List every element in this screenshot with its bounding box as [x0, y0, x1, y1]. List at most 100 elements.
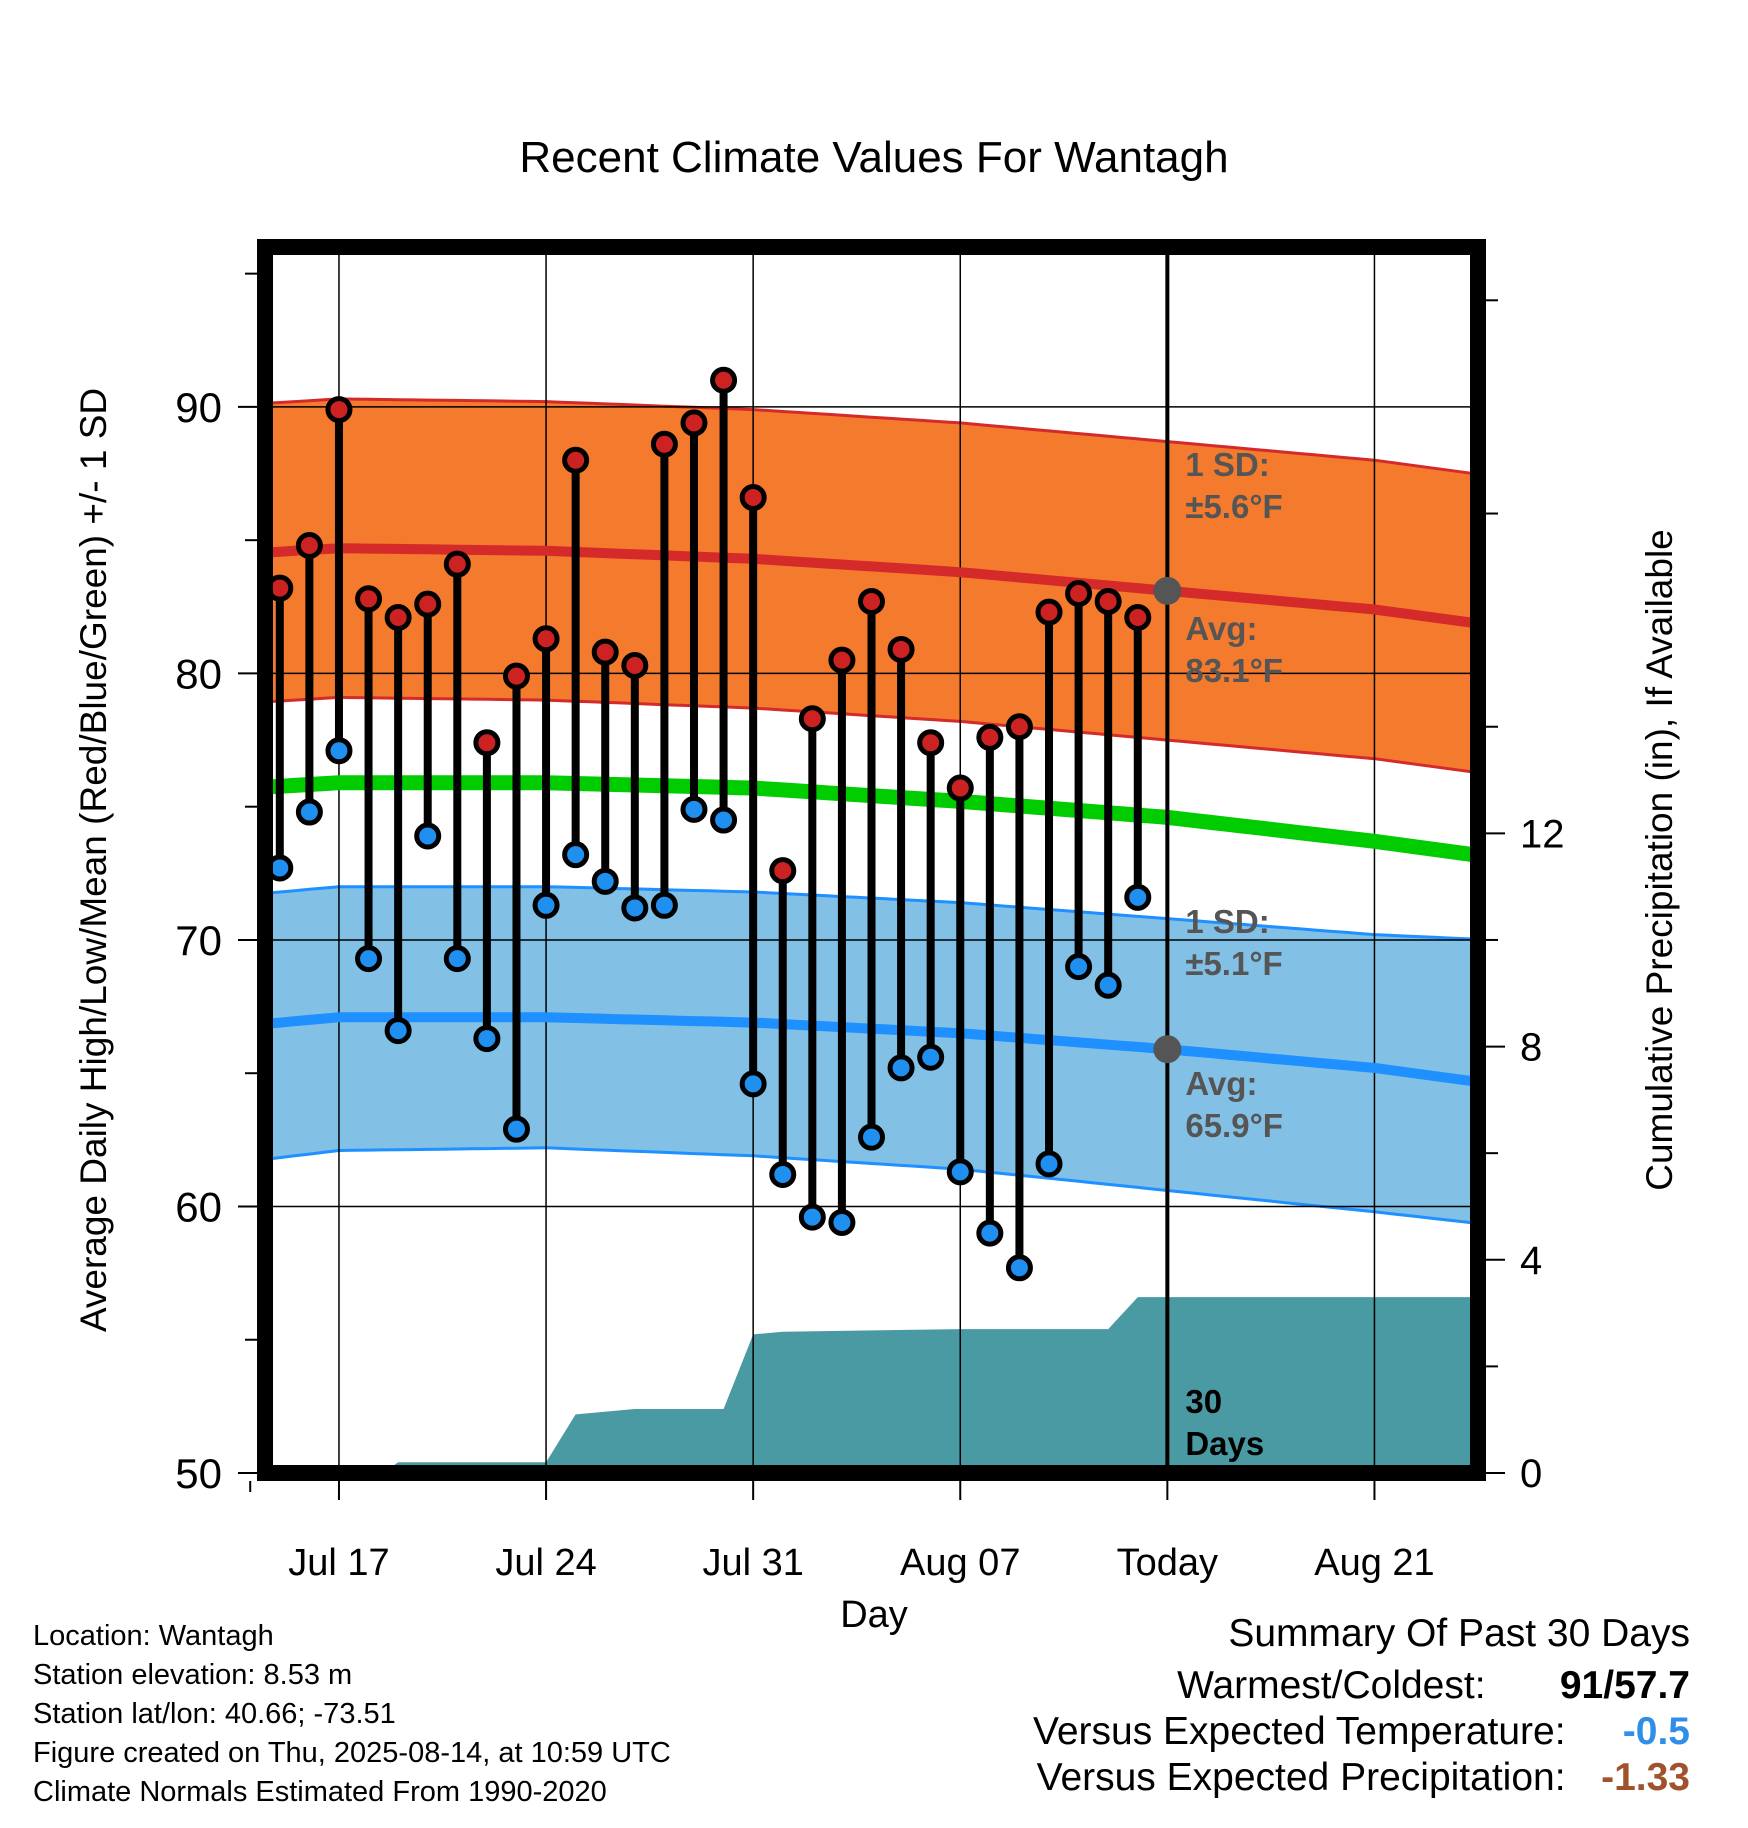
daily-low-marker	[650, 891, 678, 919]
daily-low-marker	[562, 841, 590, 869]
daily-low-marker	[1065, 953, 1093, 981]
x-tick-label: Jul 24	[495, 1542, 596, 1584]
daily-high-marker	[591, 638, 619, 666]
precip-days-annotation-line2: Days	[1185, 1425, 1264, 1462]
daily-high-marker	[917, 729, 945, 757]
daily-high-marker	[443, 550, 471, 578]
high-avg-annotation-line2: 83.1°F	[1185, 652, 1283, 689]
daily-high-marker	[562, 446, 590, 474]
daily-low-marker	[917, 1043, 945, 1071]
daily-high-marker	[355, 585, 383, 613]
high-sd-band	[265, 398, 1478, 773]
daily-low-marker	[946, 1158, 974, 1186]
y2-tick-label: 4	[1520, 1239, 1542, 1283]
temp-versus-label: Versus Expected Temperature:	[1032, 1710, 1566, 1753]
info-location: Location: Wantagh	[33, 1620, 274, 1652]
station-info: Location: Wantagh Station elevation: 8.5…	[33, 1617, 671, 1812]
warmest-value: 91	[1559, 1664, 1604, 1707]
daily-high-marker	[798, 705, 826, 733]
y-tick-label: 90	[175, 384, 222, 431]
daily-low-marker	[295, 798, 323, 826]
summary-panel: Summary Of Past 30 Days Warmest/Coldest:…	[1033, 1612, 1690, 1800]
daily-high-marker	[680, 409, 708, 437]
daily-low-marker	[502, 1115, 530, 1143]
daily-low-marker	[325, 737, 353, 765]
plot-layers: 1 SD: ±5.6°F Avg: 83.1°F 1 SD: ±5.1°F Avg: 65.9…	[265, 247, 1478, 1473]
y-tick-label: 80	[175, 650, 222, 697]
daily-high-marker	[1005, 713, 1033, 741]
daily-low-marker	[384, 1017, 412, 1045]
summary-title: Summary Of Past 30 Days	[1228, 1612, 1690, 1655]
temp-versus-value: -0.5	[1622, 1710, 1690, 1753]
low-sd-annotation-line2: ±5.1°F	[1185, 945, 1282, 982]
daily-high-marker	[858, 587, 885, 615]
daily-low-marker	[739, 1070, 767, 1098]
y-tick-label: 70	[175, 917, 222, 964]
daily-high-marker	[710, 366, 738, 394]
high-sd-annotation-line1: 1 SD:	[1185, 446, 1269, 483]
today-low-avg-marker	[1153, 1035, 1182, 1064]
low-avg-annotation-line2: 65.9°F	[1185, 1107, 1283, 1144]
high-sd-upper-line	[265, 397, 1478, 476]
y2-tick-label: 0	[1520, 1452, 1542, 1496]
info-latlon: Station lat/lon: 40.66; -73.51	[33, 1698, 396, 1730]
low-sd-lower-line	[265, 1146, 1478, 1225]
daily-low-marker	[710, 806, 738, 834]
daily-low-marker	[828, 1208, 856, 1236]
daily-high-marker	[414, 590, 442, 618]
high-avg-annotation-line1: Avg:	[1185, 610, 1257, 647]
daily-high-marker	[887, 635, 915, 663]
daily-high-marker	[532, 625, 560, 653]
y-axis-label: Average Daily High/Low/Mean (Red/Blue/Gr…	[73, 388, 114, 1332]
plot-area: 1 SD: ±5.6°F Avg: 83.1°F 1 SD: ±5.1°F Avg: 65.9…	[175, 239, 1565, 1584]
daily-high-marker	[325, 396, 353, 424]
x-axis-label: Day	[840, 1594, 908, 1636]
info-elevation: Station elevation: 8.53 m	[33, 1659, 353, 1691]
y2-tick-label: 12	[1520, 812, 1565, 856]
daily-low-marker	[798, 1203, 826, 1231]
y-tick-label: 60	[175, 1183, 222, 1230]
info-created: Figure created on Thu, 2025-08-14, at 10…	[33, 1737, 671, 1769]
x-tick-label: Aug 21	[1314, 1542, 1434, 1584]
y2-axis-label: Cumulative Precipitation (in), If Availa…	[1639, 529, 1680, 1191]
precip-days-annotation-line1: 30	[1185, 1383, 1222, 1420]
daily-high-marker	[739, 484, 767, 512]
daily-high-marker	[976, 723, 1004, 751]
daily-low-marker	[443, 945, 471, 973]
low-avg-annotation-line1: Avg:	[1185, 1065, 1257, 1102]
daily-high-marker	[295, 532, 323, 560]
x-tick-label: Jul 31	[702, 1542, 803, 1584]
daily-low-marker	[1094, 971, 1122, 999]
daily-low-marker	[473, 1025, 501, 1053]
daily-high-marker	[473, 729, 501, 757]
plot-frame	[257, 239, 1486, 1481]
daily-high-marker	[1035, 598, 1063, 626]
x-tick-label: Today	[1117, 1542, 1218, 1584]
high-sd-annotation-line2: ±5.6°F	[1185, 488, 1282, 525]
daily-low-marker	[680, 795, 708, 823]
daily-low-marker	[414, 822, 442, 850]
daily-low-marker	[769, 1160, 797, 1188]
daily-low-marker	[887, 1054, 915, 1082]
y2-tick-label: 8	[1520, 1026, 1542, 1070]
daily-low-marker	[976, 1219, 1004, 1247]
coldest-value: 57.7	[1614, 1664, 1690, 1707]
daily-high-marker	[1065, 579, 1093, 607]
y-tick-label: 50	[175, 1450, 222, 1497]
daily-high-marker	[384, 603, 412, 631]
precip-versus-value: -1.33	[1601, 1756, 1690, 1799]
daily-high-marker	[1094, 587, 1122, 615]
daily-high-marker	[946, 774, 974, 802]
warmest-coldest-label: Warmest/Coldest:	[1177, 1664, 1486, 1707]
today-high-avg-marker	[1153, 576, 1182, 605]
precip-versus-label: Versus Expected Precipitation:	[1036, 1756, 1566, 1799]
x-tick-label: Aug 07	[900, 1542, 1020, 1584]
daily-low-marker	[591, 867, 619, 895]
high-normal-line	[265, 543, 1478, 629]
daily-low-marker	[858, 1123, 885, 1151]
daily-low-marker	[355, 945, 383, 973]
x-tick-label: Jul 17	[288, 1542, 389, 1584]
daily-high-marker	[621, 651, 649, 679]
precip-area	[265, 1297, 1478, 1473]
